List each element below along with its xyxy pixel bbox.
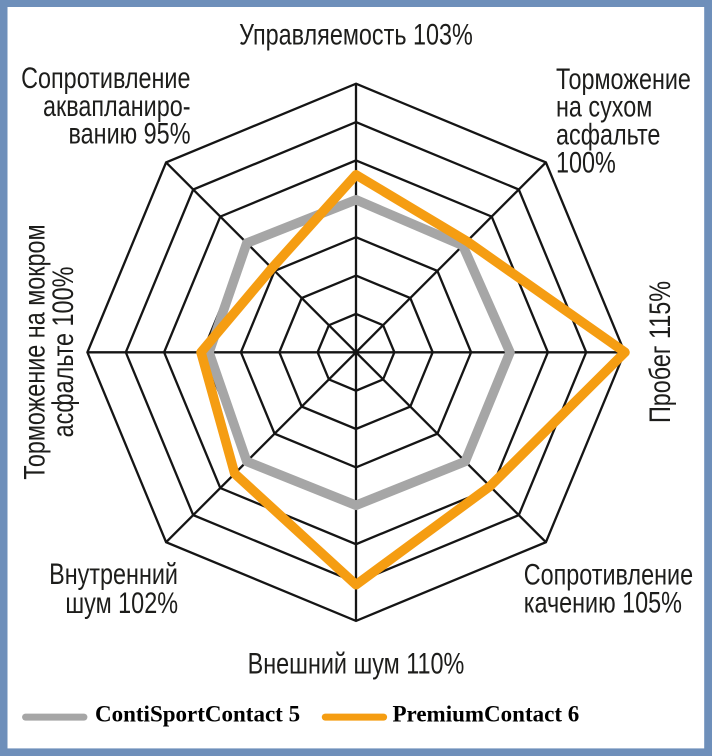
svg-text:ванию 95%: ванию 95% xyxy=(68,117,190,150)
svg-text:Внешний шум 110%: Внешний шум 110% xyxy=(248,647,465,680)
svg-text:шум 102%: шум 102% xyxy=(65,586,178,619)
svg-text:Торможение: Торможение xyxy=(556,62,691,95)
svg-text:асфальте 100%: асфальте 100% xyxy=(46,267,79,438)
svg-text:качению 105%: качению 105% xyxy=(524,586,682,619)
svg-text:100%: 100% xyxy=(556,146,616,179)
svg-text:ContiSportContact 5: ContiSportContact 5 xyxy=(95,702,300,727)
svg-text:асфальте: асфальте xyxy=(556,118,660,151)
svg-text:Внутренний: Внутренний xyxy=(49,557,178,590)
svg-text:PremiumContact 6: PremiumContact 6 xyxy=(393,702,580,727)
svg-text:Пробег 115%: Пробег 115% xyxy=(643,281,676,423)
svg-text:Торможение на мокром: Торможение на мокром xyxy=(18,224,51,479)
svg-text:Сопротивление: Сопротивление xyxy=(21,61,190,94)
svg-text:на сухом: на сухом xyxy=(556,90,652,123)
svg-text:Управляемость 103%: Управляемость 103% xyxy=(239,18,473,51)
svg-text:Сопротивление: Сопротивление xyxy=(524,558,693,591)
svg-text:аквапланиро-: аквапланиро- xyxy=(43,89,191,122)
